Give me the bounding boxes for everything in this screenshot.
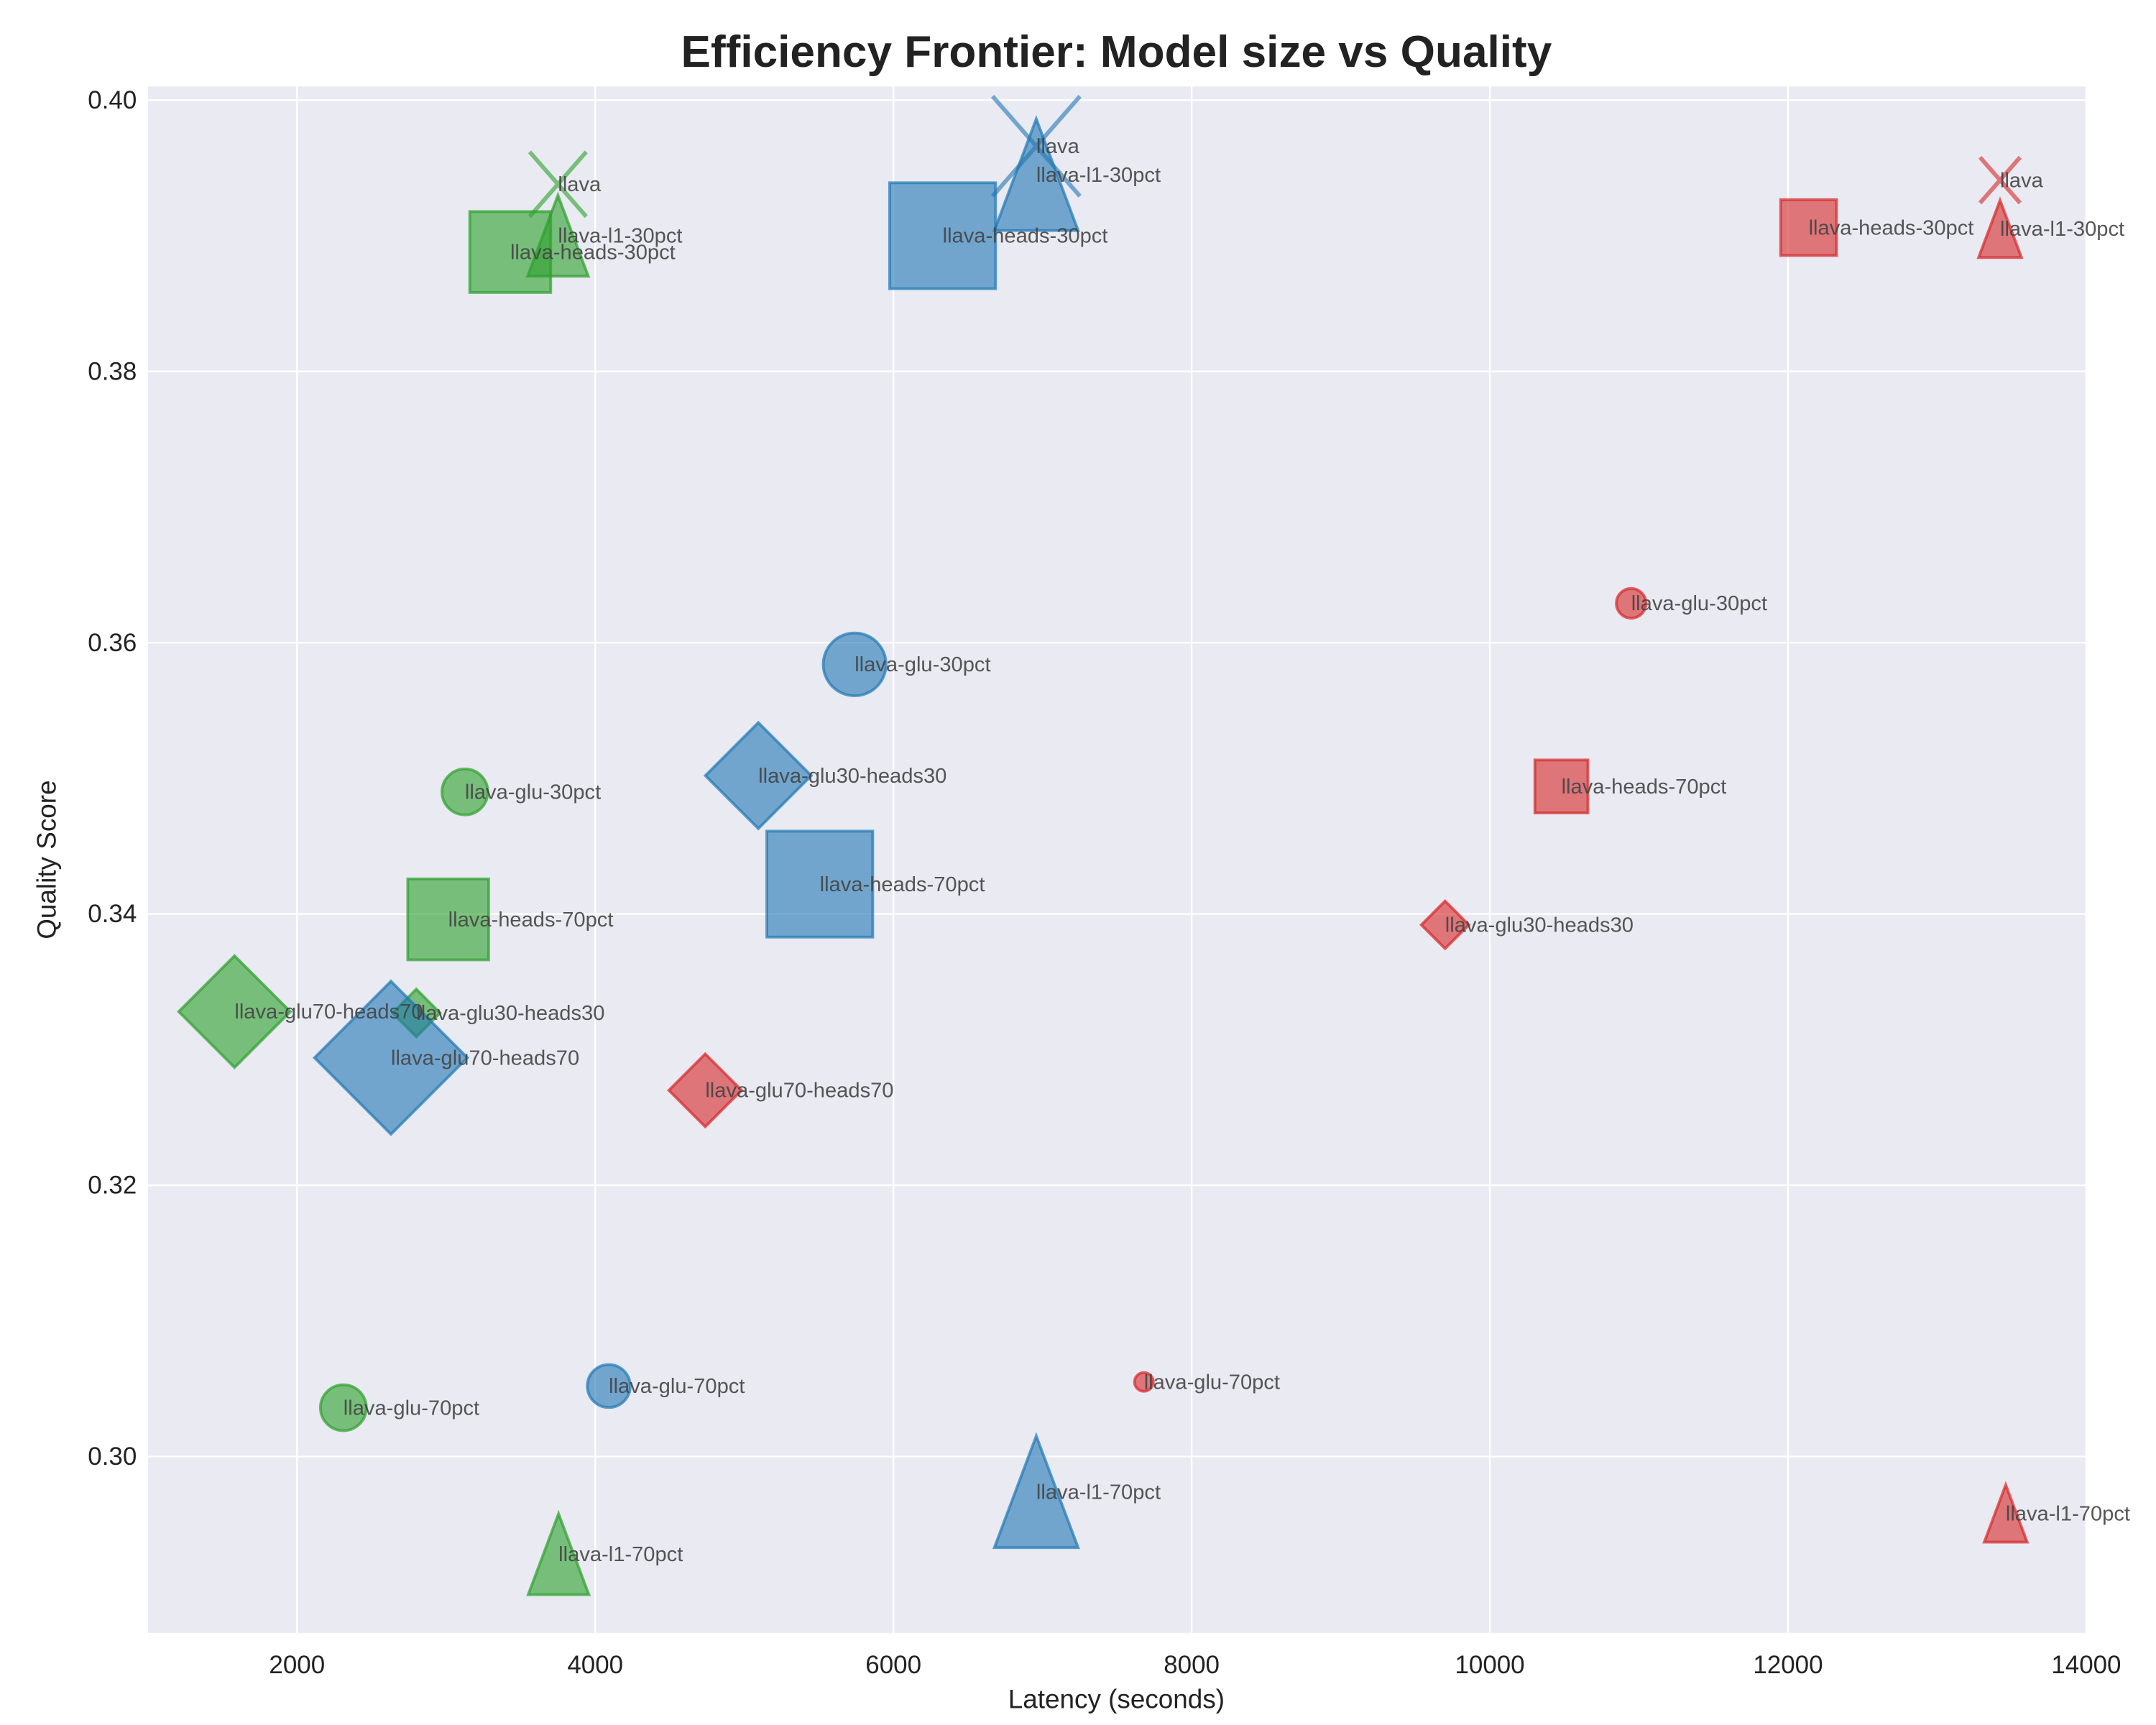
point-label: llava-heads-30pct — [1809, 216, 1974, 239]
square-marker — [406, 877, 490, 962]
grid — [147, 86, 2088, 1633]
y-axis-label: Quality Score — [32, 780, 62, 939]
point-label: llava-glu30-heads30 — [416, 1002, 604, 1025]
y-axis-ticks: 0.30 0.32 0.34 0.36 0.38 0.40 — [88, 86, 137, 1471]
point-label: llava-glu-30pct — [1631, 592, 1767, 615]
x-axis-label: Latency (seconds) — [1008, 1685, 1225, 1714]
y-tick-label: 0.32 — [88, 1172, 137, 1200]
y-tick-label: 0.36 — [88, 629, 137, 657]
point-label: llava-glu70-heads70 — [391, 1046, 579, 1070]
y-tick-label: 0.34 — [88, 900, 137, 928]
y-tick-label: 0.40 — [88, 86, 137, 114]
diamond-marker — [703, 720, 814, 831]
x-tick-label: 2000 — [269, 1651, 325, 1679]
x-marker — [528, 150, 588, 218]
triangle-marker — [992, 114, 1080, 232]
point-label: llava-glu70-heads70 — [234, 1000, 423, 1024]
x-tick-label: 10000 — [1455, 1651, 1524, 1679]
diamond-marker — [176, 954, 292, 1070]
x-tick-label: 12000 — [1753, 1651, 1823, 1679]
triangle-marker — [1982, 1481, 2030, 1544]
circle-marker — [1615, 586, 1648, 620]
point-label: llava-glu-30pct — [854, 653, 990, 676]
point-label: llava-heads-70pct — [820, 873, 985, 896]
point-label: llava-glu-70pct — [1144, 1371, 1280, 1394]
point-label: llava-glu-30pct — [465, 781, 601, 804]
x-tick-label: 8000 — [1164, 1651, 1220, 1679]
square-marker — [765, 829, 875, 939]
diamond-marker — [312, 979, 470, 1136]
point-label: llava-glu-70pct — [609, 1375, 745, 1398]
square-marker — [1779, 198, 1838, 257]
point-label: llava-heads-30pct — [943, 225, 1108, 248]
point-label: llava-glu30-heads30 — [758, 765, 946, 788]
x-marker — [1978, 155, 2022, 205]
point-label: llava — [558, 173, 602, 196]
y-tick-label: 0.30 — [88, 1443, 137, 1471]
triangle-marker — [992, 1432, 1080, 1550]
point-labels: llavallava-l1-30pctllava-heads-30pctllav… — [234, 135, 2130, 1566]
triangle-marker — [526, 1509, 591, 1596]
point-label: llava-l1-70pct — [558, 1543, 683, 1566]
point-label: llava-glu-70pct — [344, 1397, 479, 1420]
point-label: llava-l1-30pct — [558, 225, 682, 248]
point-label: llava-glu70-heads70 — [705, 1080, 893, 1103]
square-marker — [1533, 758, 1590, 814]
x-tick-label: 14000 — [2051, 1651, 2121, 1679]
circle-marker — [441, 767, 489, 816]
circle-marker — [821, 631, 888, 697]
circle-marker — [1133, 1371, 1155, 1393]
point-label: llava-heads-70pct — [1562, 776, 1727, 799]
point-label: llava-heads-30pct — [510, 241, 676, 264]
point-label: llava — [1036, 135, 1080, 158]
x-axis-ticks: 2000 4000 6000 8000 10000 12000 14000 — [269, 1651, 2121, 1679]
chart-title: Efficiency Frontier: Model size vs Quali… — [681, 27, 1552, 77]
point-label: llava-heads-70pct — [448, 908, 614, 932]
y-tick-label: 0.38 — [88, 357, 137, 385]
point-label: llava-glu30-heads30 — [1445, 914, 1634, 937]
point-label: llava — [2000, 169, 2044, 192]
x-tick-label: 4000 — [567, 1651, 623, 1679]
point-label: llava-l1-30pct — [1036, 164, 1161, 187]
point-label: llava-l1-70pct — [2006, 1502, 2130, 1525]
diamond-marker — [1419, 898, 1471, 951]
diamond-marker — [666, 1052, 744, 1129]
triangle-marker — [1976, 196, 2024, 259]
square-marker — [468, 210, 553, 294]
point-label: llava-l1-30pct — [2000, 218, 2124, 241]
circle-marker — [586, 1363, 632, 1409]
x-tick-label: 6000 — [865, 1651, 921, 1679]
square-marker — [888, 181, 998, 290]
circle-marker — [318, 1383, 368, 1432]
data-points — [176, 95, 2030, 1596]
point-label: llava-l1-70pct — [1036, 1481, 1161, 1504]
plot-background — [147, 86, 2086, 1633]
